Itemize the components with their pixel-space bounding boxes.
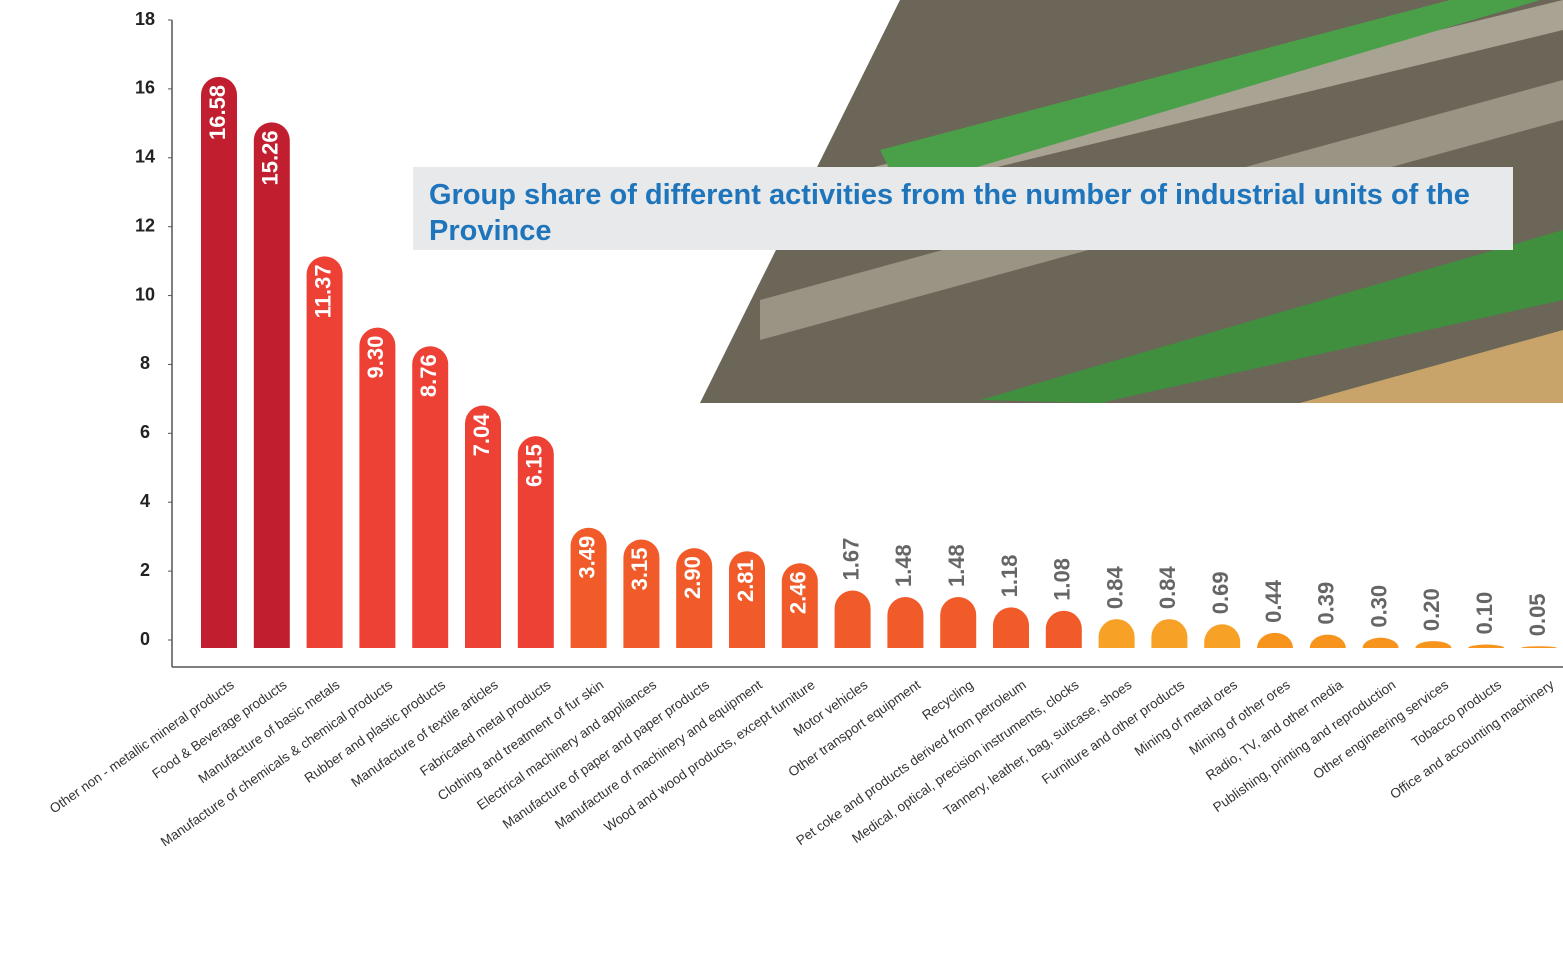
photo xyxy=(700,0,1563,403)
bar xyxy=(253,122,290,648)
y-tick-label: 10 xyxy=(135,284,155,304)
value-label: 6.15 xyxy=(522,444,547,487)
value-label: 2.46 xyxy=(786,571,811,614)
bar xyxy=(570,527,607,648)
value-label: 0.05 xyxy=(1525,593,1550,636)
y-tick-label: 18 xyxy=(135,9,155,29)
value-label: 1.18 xyxy=(997,555,1022,598)
value-label: 1.67 xyxy=(838,538,863,581)
bar xyxy=(1468,644,1505,648)
value-label: 0.10 xyxy=(1472,592,1497,635)
x-tick-label: Tobacco products xyxy=(1409,677,1504,750)
x-tick-label: Other non - metallic mineral products xyxy=(47,677,237,816)
value-label: 1.08 xyxy=(1050,558,1075,601)
value-label: 0.44 xyxy=(1261,579,1286,623)
bar xyxy=(1098,619,1135,648)
value-label: 1.48 xyxy=(891,544,916,587)
bar xyxy=(1257,632,1293,648)
y-tick-label: 16 xyxy=(135,78,155,98)
value-label: 8.76 xyxy=(416,354,441,397)
y-tick-label: 12 xyxy=(135,215,155,235)
bar xyxy=(729,551,765,648)
value-label: 2.90 xyxy=(680,556,705,599)
bar xyxy=(412,346,449,648)
value-label: 7.04 xyxy=(469,413,494,457)
y-tick-label: 0 xyxy=(140,629,150,649)
bar xyxy=(1415,641,1452,648)
y-tick-label: 8 xyxy=(140,353,150,373)
bar xyxy=(1309,634,1346,648)
bar xyxy=(359,327,396,648)
value-label: 0.20 xyxy=(1419,588,1444,631)
bar xyxy=(887,597,924,648)
y-tick-label: 14 xyxy=(135,147,155,167)
bar xyxy=(1362,637,1399,648)
bar xyxy=(781,563,818,648)
bar xyxy=(623,539,660,648)
value-label: 16.58 xyxy=(205,85,230,140)
value-label: 2.81 xyxy=(733,559,758,602)
bar xyxy=(676,548,713,648)
value-label: 9.30 xyxy=(363,336,388,379)
chart-title: Group share of different activities from… xyxy=(413,167,1513,250)
bar xyxy=(465,405,501,648)
bar xyxy=(1521,646,1557,648)
y-tick-label: 6 xyxy=(140,422,150,442)
value-label: 0.84 xyxy=(1155,565,1180,609)
bar xyxy=(1204,624,1241,648)
value-label: 11.37 xyxy=(310,264,335,318)
value-label: 1.48 xyxy=(944,544,969,587)
bar xyxy=(993,607,1029,648)
value-label: 3.49 xyxy=(574,536,599,579)
bar xyxy=(940,597,977,648)
value-label: 0.39 xyxy=(1314,582,1339,625)
bar xyxy=(1151,619,1188,648)
value-label: 15.26 xyxy=(258,130,283,185)
value-label: 0.30 xyxy=(1366,585,1391,628)
bar xyxy=(201,76,237,648)
bar xyxy=(834,590,871,648)
bar xyxy=(306,256,343,648)
x-tick-label: Tannery, leather, bag, suitcase, shoes xyxy=(941,677,1135,819)
y-tick-label: 2 xyxy=(140,560,150,580)
value-label: 0.84 xyxy=(1102,565,1127,609)
y-tick-label: 4 xyxy=(140,491,150,511)
bar xyxy=(517,436,554,648)
value-label: 3.15 xyxy=(627,548,652,591)
bar xyxy=(1045,610,1082,648)
value-label: 0.69 xyxy=(1208,571,1233,614)
